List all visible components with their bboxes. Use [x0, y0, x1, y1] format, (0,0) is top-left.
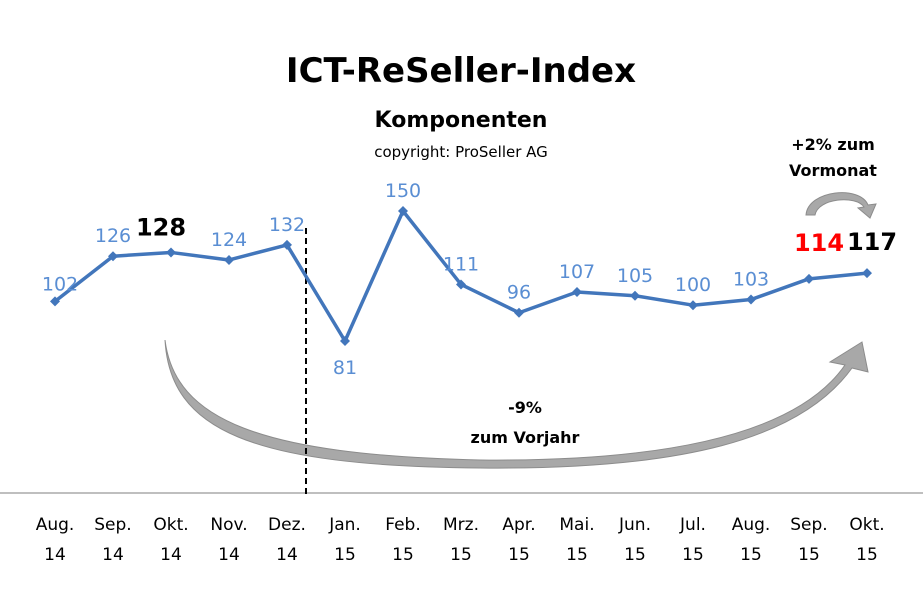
data-point — [398, 206, 408, 216]
x-tick-label-year: 15 — [392, 545, 414, 565]
x-tick-label-year: 15 — [682, 545, 704, 565]
copyright-text: copyright: ProSeller AG — [374, 143, 548, 161]
month-change-arrow-icon — [805, 192, 877, 219]
data-point — [456, 279, 466, 290]
chart-title: ICT-ReSeller-Index — [286, 51, 636, 91]
x-tick-label-year: 15 — [798, 545, 820, 565]
data-point — [282, 239, 292, 250]
x-tick-label-month: Mai. — [559, 515, 594, 535]
data-point — [514, 307, 524, 318]
data-label: 105 — [617, 265, 653, 287]
data-label: 124 — [211, 229, 247, 251]
year-change-text: zum Vorjahr — [471, 428, 580, 447]
x-tick-label-month: Okt. — [849, 515, 884, 535]
x-tick-label-month: Apr. — [502, 515, 535, 535]
data-label: 117 — [847, 228, 897, 256]
x-tick-label-month: Jun. — [618, 515, 651, 535]
x-tick-label-year: 15 — [740, 545, 762, 565]
data-point — [862, 268, 872, 279]
x-tick-label-year: 15 — [856, 545, 878, 565]
data-label: 126 — [95, 225, 131, 247]
chart-subtitle: Komponenten — [375, 108, 548, 133]
data-point — [166, 247, 176, 258]
data-point — [340, 335, 350, 346]
data-point — [572, 287, 582, 298]
data-point — [50, 296, 60, 307]
data-label: 96 — [507, 282, 531, 304]
data-point — [224, 254, 234, 265]
x-tick-label-month: Jan. — [328, 515, 361, 535]
x-tick-label-month: Sep. — [790, 515, 827, 535]
x-tick-label-month: Sep. — [94, 515, 131, 535]
data-point — [108, 251, 118, 262]
x-tick-label-month: Aug. — [732, 515, 771, 535]
x-tick-label-year: 15 — [508, 545, 530, 565]
x-tick-label-month: Okt. — [153, 515, 188, 535]
data-label: 128 — [136, 213, 186, 241]
x-tick-label-month: Feb. — [385, 515, 421, 535]
x-tick-label-month: Jul. — [679, 515, 706, 535]
x-tick-label-year: 15 — [450, 545, 472, 565]
month-change-pct: +2% zum — [791, 135, 875, 154]
x-tick-label-year: 14 — [276, 545, 298, 565]
data-point — [688, 300, 698, 311]
data-label: 100 — [675, 274, 711, 296]
x-tick-label-year: 15 — [566, 545, 588, 565]
data-label: 102 — [42, 273, 78, 295]
data-label: 132 — [269, 214, 305, 236]
x-tick-label-year: 14 — [218, 545, 240, 565]
year-change-arrow-icon — [164, 339, 869, 469]
data-point — [630, 290, 640, 301]
year-change-pct: -9% — [508, 398, 542, 417]
month-change-text: Vormonat — [789, 161, 877, 180]
x-tick-label-month: Nov. — [210, 515, 247, 535]
x-tick-label-year: 15 — [624, 545, 646, 565]
data-label: 103 — [733, 269, 769, 291]
data-label: 81 — [333, 357, 357, 379]
x-tick-label-year: 14 — [160, 545, 182, 565]
x-tick-label-month: Mrz. — [443, 515, 479, 535]
data-point — [804, 273, 814, 284]
x-tick-label-year: 14 — [102, 545, 124, 565]
data-label: 150 — [385, 180, 421, 202]
x-tick-label-year: 15 — [334, 545, 356, 565]
data-point — [746, 294, 756, 305]
x-tick-label-month: Dez. — [268, 515, 306, 535]
x-tick-label-year: 14 — [44, 545, 66, 565]
data-label: 111 — [443, 253, 479, 275]
x-tick-label-month: Aug. — [36, 515, 75, 535]
data-label: 107 — [559, 261, 595, 283]
data-label: 114 — [794, 229, 844, 257]
